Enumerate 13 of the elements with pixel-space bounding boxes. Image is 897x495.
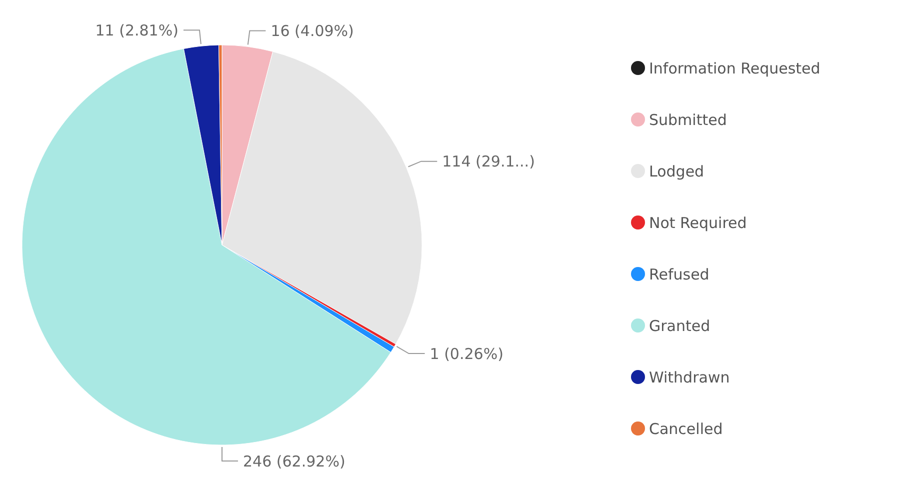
legend-label: Granted bbox=[649, 316, 710, 335]
legend-label: Withdrawn bbox=[649, 368, 730, 386]
legend-label: Information Requested bbox=[649, 59, 820, 78]
data-label: 11 (2.81%) bbox=[95, 21, 178, 40]
data-label: 114 (29.1...) bbox=[442, 152, 535, 171]
legend-label: Not Required bbox=[649, 214, 747, 232]
legend-label: Cancelled bbox=[649, 420, 723, 438]
data-label: 246 (62.92%) bbox=[243, 452, 346, 470]
legend-label: Refused bbox=[649, 265, 710, 284]
legend-label: Submitted bbox=[649, 110, 727, 129]
data-label: 16 (4.09%) bbox=[270, 22, 354, 40]
legend-label: Lodged bbox=[649, 162, 704, 180]
data-label: 1 (0.26%) bbox=[430, 344, 504, 363]
